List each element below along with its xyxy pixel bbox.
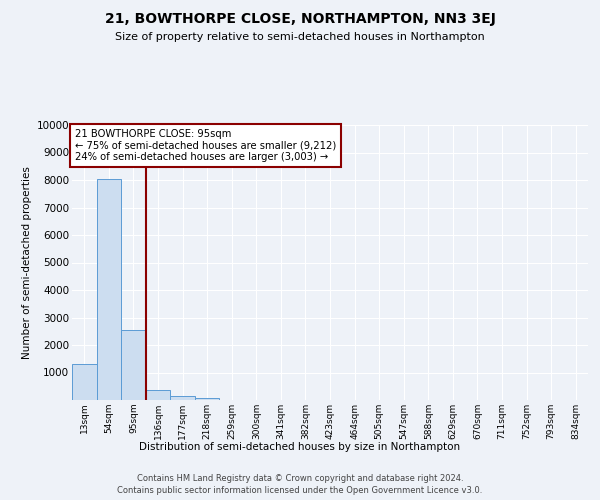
Text: 21, BOWTHORPE CLOSE, NORTHAMPTON, NN3 3EJ: 21, BOWTHORPE CLOSE, NORTHAMPTON, NN3 3E… — [104, 12, 496, 26]
Text: Contains HM Land Registry data © Crown copyright and database right 2024.: Contains HM Land Registry data © Crown c… — [137, 474, 463, 483]
Bar — [72, 364, 97, 400]
Bar — [170, 396, 195, 400]
Bar — [121, 330, 146, 400]
Text: 21 BOWTHORPE CLOSE: 95sqm
← 75% of semi-detached houses are smaller (9,212)
24% : 21 BOWTHORPE CLOSE: 95sqm ← 75% of semi-… — [74, 129, 336, 162]
Text: Distribution of semi-detached houses by size in Northampton: Distribution of semi-detached houses by … — [139, 442, 461, 452]
Y-axis label: Number of semi-detached properties: Number of semi-detached properties — [22, 166, 32, 359]
Bar — [146, 390, 170, 400]
Bar — [195, 398, 220, 400]
Text: Size of property relative to semi-detached houses in Northampton: Size of property relative to semi-detach… — [115, 32, 485, 42]
Text: Contains public sector information licensed under the Open Government Licence v3: Contains public sector information licen… — [118, 486, 482, 495]
Bar — [97, 178, 121, 400]
